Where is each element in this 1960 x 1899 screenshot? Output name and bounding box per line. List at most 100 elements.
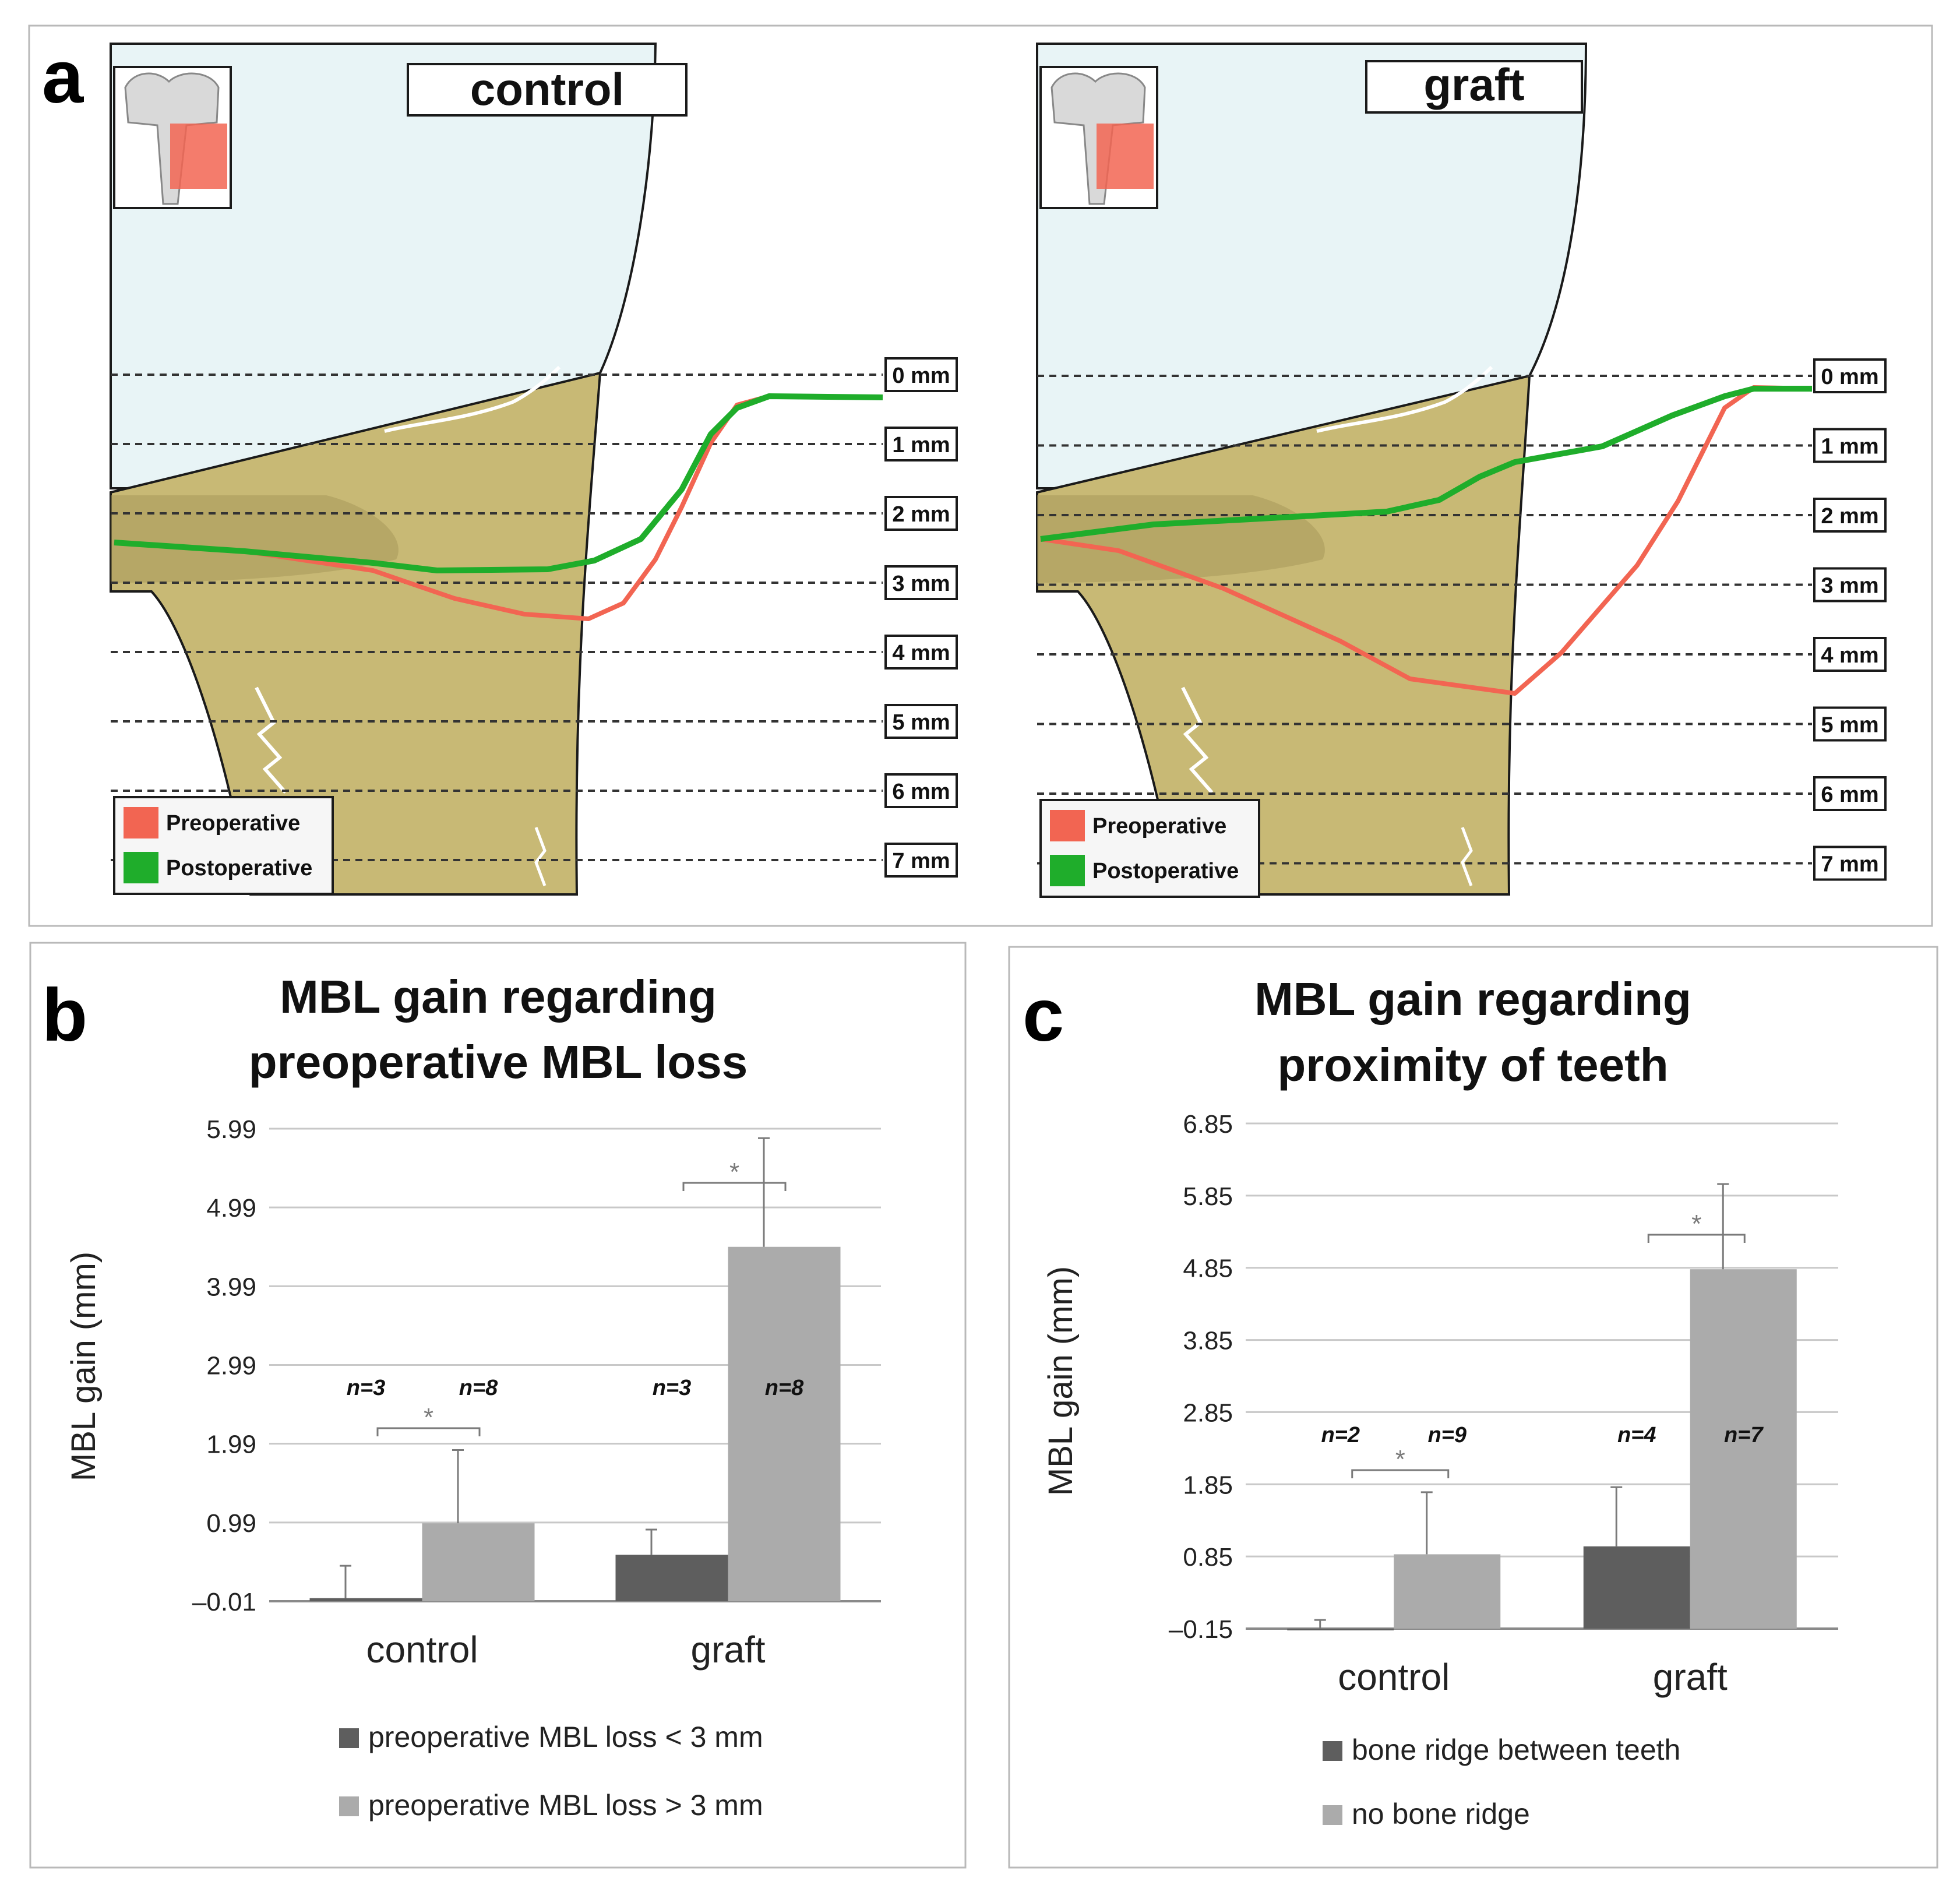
depth-label-box: [884, 773, 958, 808]
depth-label-box: [1813, 845, 1887, 881]
legend-label-pre: Preoperative: [166, 811, 300, 836]
sample-size-label: n=8: [765, 1376, 804, 1400]
depth-label-box: [884, 496, 958, 531]
legend-label: bone ridge between teeth: [1352, 1734, 1680, 1766]
postoperative-curve-control: [114, 393, 883, 573]
depth-label: 1 mm: [892, 433, 950, 457]
crack-mark: [255, 686, 287, 794]
depth-label: 2 mm: [892, 502, 950, 527]
y-tick-label: 1.99: [206, 1431, 256, 1459]
depth-label: 7 mm: [892, 849, 950, 873]
legend: bone ridge between teeth no bone ridge: [1323, 1734, 1680, 1830]
depth-scale-control: 0 mm 1 mm 2 mm 3 mm 4 mm 5 mm 6 mm 7 mm: [111, 357, 958, 878]
sample-size-label: n=3: [653, 1376, 692, 1400]
legend-label: preoperative MBL loss < 3 mm: [368, 1721, 763, 1753]
panel-b-letter: b: [42, 974, 87, 1057]
y-tick-label: –0.15: [1169, 1615, 1233, 1644]
legend-control: Preoperative Postoperative: [113, 796, 334, 895]
depth-label-box: [884, 704, 958, 739]
y-tick-label: 6.85: [1183, 1110, 1233, 1139]
bar: [1690, 1269, 1797, 1629]
legend-swatch: [1323, 1805, 1342, 1825]
sample-size-label: n=7: [1724, 1423, 1764, 1447]
legend-label-post: Postoperative: [166, 856, 312, 880]
depth-label-box: [1813, 498, 1887, 533]
depth-label: 7 mm: [1821, 852, 1878, 877]
bar: [1287, 1629, 1394, 1630]
significance-bracket: [1647, 1234, 1746, 1243]
legend-graft: Preoperative Postoperative: [1039, 799, 1260, 898]
significance-star: *: [1691, 1210, 1701, 1238]
depth-label-box: [884, 357, 958, 392]
crack-mark: [534, 827, 547, 886]
plot-area: 6.85 5.85 4.85 3.85 2.85 1.85 0.85 –0.15 control…: [1169, 1110, 1838, 1698]
depth-label-box: [884, 565, 958, 600]
depth-label: 6 mm: [1821, 783, 1878, 807]
chart-title-line-1: MBL gain regarding: [1254, 973, 1691, 1025]
depth-label-box: [1813, 567, 1887, 603]
x-tick-label: graft: [690, 1629, 765, 1671]
y-tick-label: –0.01: [192, 1588, 256, 1616]
y-tick-label: 0.85: [1183, 1543, 1233, 1572]
depth-label: 4 mm: [1821, 643, 1878, 668]
depth-label: 0 mm: [1821, 365, 1878, 389]
bar: [1394, 1554, 1501, 1629]
plot-area: 5.99 4.99 3.99 2.99 1.99 0.99 –0.01 control n=3 n…: [192, 1115, 881, 1671]
depth-label: 3 mm: [1821, 574, 1878, 598]
crack-mark: [1181, 686, 1214, 794]
significance-bracket: [376, 1427, 481, 1436]
legend-swatch-post: [1050, 855, 1085, 886]
y-axis-label: MBL gain (mm): [65, 1252, 103, 1481]
legend-swatch: [339, 1728, 359, 1748]
y-tick-label: 5.85: [1183, 1182, 1233, 1211]
chart-title-line-2: preoperative MBL loss: [249, 1036, 748, 1088]
depth-label: 2 mm: [1821, 504, 1878, 529]
panel-a: a control: [28, 24, 1933, 927]
x-tick-label: control: [366, 1629, 478, 1671]
depth-label: 6 mm: [892, 780, 950, 804]
bar: [1583, 1546, 1690, 1629]
crack-mark: [1316, 365, 1493, 433]
panel-a-letter: a: [42, 36, 84, 119]
y-tick-label: 4.99: [206, 1194, 256, 1222]
legend-swatch: [1323, 1741, 1342, 1761]
legend-label-post: Postoperative: [1092, 859, 1239, 883]
significance-star: *: [729, 1158, 739, 1186]
significance-star: *: [424, 1403, 433, 1432]
depth-label-box: [884, 427, 958, 461]
depth-label-box: [1813, 706, 1887, 742]
bar: [615, 1555, 728, 1601]
legend-swatch-pre: [1050, 810, 1085, 841]
panel-b: b MBL gain regarding preoperative MBL lo…: [29, 942, 967, 1869]
legend-swatch-pre: [124, 807, 158, 838]
sample-size-label: n=9: [1427, 1423, 1467, 1447]
bar: [728, 1246, 841, 1601]
preoperative-curve-graft: [1040, 385, 1813, 696]
depth-label: 5 mm: [892, 710, 950, 735]
y-tick-label: 3.85: [1183, 1327, 1233, 1355]
tooth-inset: [113, 66, 232, 209]
y-tick-label: 1.85: [1183, 1471, 1233, 1499]
crack-mark: [384, 365, 561, 433]
depth-label-box: [1813, 428, 1887, 463]
depth-label: 3 mm: [892, 572, 950, 596]
panel-c-letter: c: [1023, 974, 1064, 1057]
y-tick-label: 2.85: [1183, 1398, 1233, 1427]
schematic-title: control: [470, 64, 624, 115]
legend-swatch-post: [124, 852, 158, 883]
depth-label-box: [1813, 637, 1887, 672]
depth-label: 0 mm: [892, 364, 950, 388]
x-tick-label: control: [1338, 1656, 1450, 1698]
legend-label: preoperative MBL loss > 3 mm: [368, 1789, 763, 1822]
legend-swatch: [339, 1796, 359, 1816]
title-box: [407, 63, 688, 117]
depth-label-box: [1813, 358, 1887, 393]
bar: [422, 1523, 535, 1601]
chart-title-line-2: proximity of teeth: [1277, 1039, 1668, 1091]
legend-label: no bone ridge: [1352, 1798, 1530, 1830]
schematic-control: control: [110, 43, 688, 896]
depth-label: 5 mm: [1821, 713, 1878, 738]
significance-bracket: [682, 1182, 787, 1191]
legend: preoperative MBL loss < 3 mm preoperativ…: [339, 1721, 763, 1822]
